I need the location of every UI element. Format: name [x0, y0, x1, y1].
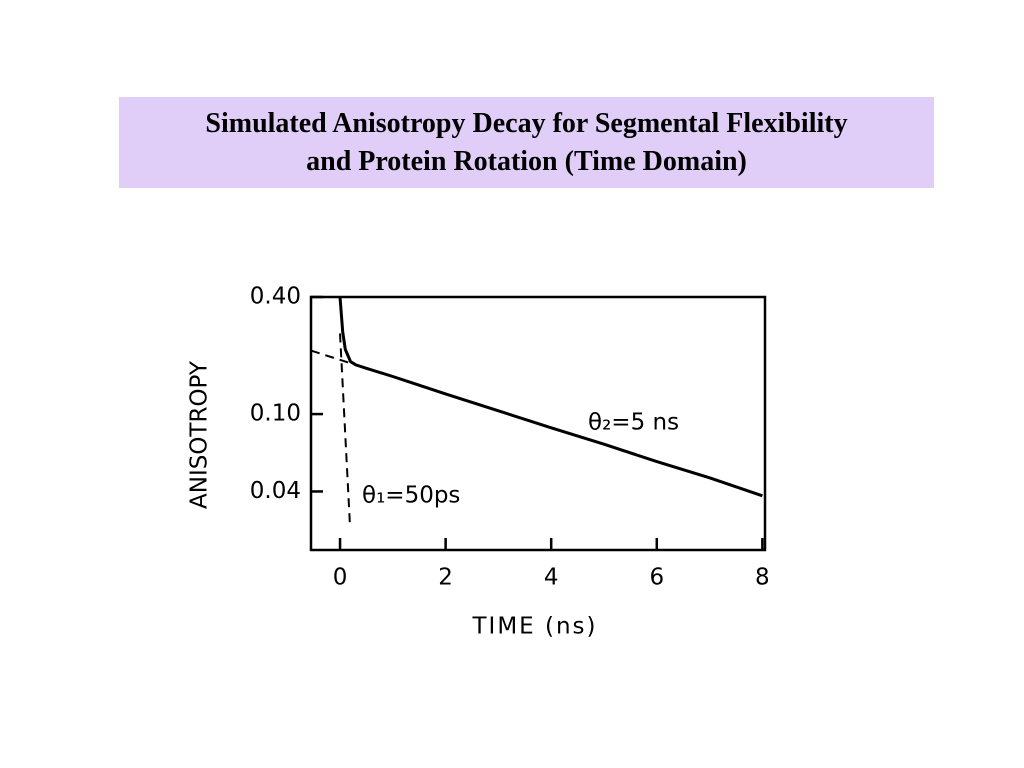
x-tick-label: 8 [755, 565, 770, 591]
slide-title: Simulated Anisotropy Decay for Segmental… [119, 97, 934, 188]
x-axis-label: TIME (ns) [471, 614, 597, 640]
series-line [310, 349, 383, 375]
x-tick-label: 2 [438, 565, 453, 591]
annotation: θ₂=5 ns [588, 410, 679, 436]
annotation: θ₁=50ps [362, 483, 460, 509]
y-tick-label: 0.04 [250, 478, 301, 504]
plot-frame [309, 295, 767, 552]
y-axis-label: ANISOTROPY [187, 360, 213, 509]
x-tick-label: 0 [333, 565, 348, 591]
x-tick-label: 6 [649, 565, 664, 591]
series-line [338, 296, 763, 498]
y-tick-label: 0.10 [250, 401, 301, 427]
x-tick-label: 4 [544, 565, 559, 591]
y-tick-label: 0.40 [250, 284, 301, 310]
series-line [339, 333, 352, 528]
